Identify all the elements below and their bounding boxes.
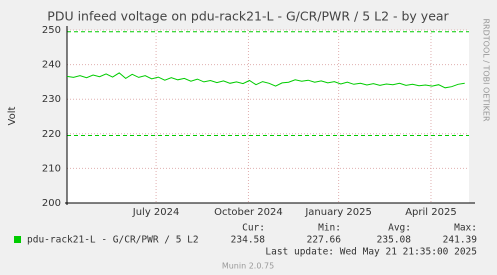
y-tick-label: 210 bbox=[42, 163, 61, 174]
legend-label: pdu-rack21-L - G/CR/PWR / 5 L2 bbox=[27, 235, 199, 246]
legend-header: Max: bbox=[454, 223, 477, 234]
legend-stat: 241.39 bbox=[443, 235, 478, 246]
data-line bbox=[66, 72, 465, 89]
y-tick-label: 220 bbox=[42, 129, 61, 140]
x-tick-label: October 2024 bbox=[214, 207, 283, 218]
legend-header: Cur: bbox=[242, 223, 265, 234]
y-axis-label: Volt bbox=[7, 106, 18, 125]
x-tick-label: July 2024 bbox=[132, 207, 180, 218]
x-tick-label: January 2025 bbox=[304, 207, 372, 218]
legend-stat: 227.66 bbox=[307, 235, 342, 246]
y-tick-label: 200 bbox=[42, 198, 61, 209]
side-label: RRDTOOL / TOBI OETIKER bbox=[482, 18, 491, 121]
legend-swatch bbox=[14, 236, 21, 243]
x-tick-label: April 2025 bbox=[405, 207, 456, 218]
chart-title: PDU infeed voltage on pdu-rack21-L - G/C… bbox=[47, 9, 449, 24]
legend-header: Min: bbox=[318, 223, 341, 234]
y-tick-label: 240 bbox=[42, 60, 61, 71]
plot-area bbox=[67, 30, 469, 203]
legend-header: Avg: bbox=[388, 223, 411, 234]
legend-stat: 235.08 bbox=[377, 235, 412, 246]
last-update: Last update: Wed May 21 21:35:00 2025 bbox=[265, 247, 477, 258]
footer: Munin 2.0.75 bbox=[222, 262, 274, 271]
legend-stat: 234.58 bbox=[231, 235, 266, 246]
y-tick-label: 250 bbox=[42, 25, 61, 36]
y-tick-label: 230 bbox=[42, 94, 61, 105]
